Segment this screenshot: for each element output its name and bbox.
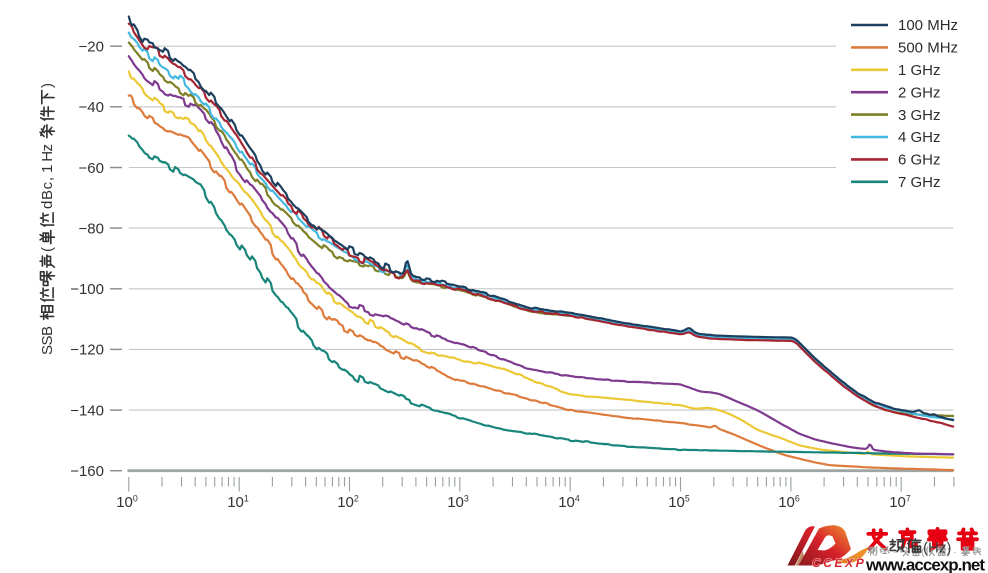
svg-text:−80: −80 <box>79 220 104 237</box>
svg-text:−20: −20 <box>79 39 104 56</box>
svg-text:107: 107 <box>889 494 911 512</box>
svg-text:−100: −100 <box>70 281 104 298</box>
svg-text:101: 101 <box>227 494 249 512</box>
svg-text:−120: −120 <box>70 342 104 359</box>
svg-text:(: ( <box>39 247 56 252</box>
svg-text:www.accexp.net: www.accexp.net <box>865 556 985 573</box>
svg-text:CCEXP: CCEXP <box>812 556 866 570</box>
svg-text:4 GHz: 4 GHz <box>898 129 941 146</box>
svg-text:(: ( <box>921 546 925 558</box>
svg-text:−40: −40 <box>79 99 104 116</box>
svg-text:−160: −160 <box>70 463 104 480</box>
svg-text:1 GHz: 1 GHz <box>898 62 941 79</box>
svg-text:dBc,: dBc, <box>39 177 56 209</box>
svg-text:SSB: SSB <box>39 326 56 355</box>
svg-text:103: 103 <box>447 494 469 512</box>
svg-text:102: 102 <box>337 494 359 512</box>
svg-text:·: · <box>953 546 957 558</box>
svg-text:−60: −60 <box>79 160 104 177</box>
svg-text:2 GHz: 2 GHz <box>898 84 941 101</box>
svg-text:100: 100 <box>116 494 138 512</box>
svg-text:105: 105 <box>668 494 690 512</box>
svg-text:·: · <box>893 546 897 558</box>
svg-text:−140: −140 <box>70 402 104 419</box>
svg-text:106: 106 <box>778 494 800 512</box>
svg-text:100 MHz: 100 MHz <box>898 17 958 34</box>
svg-text:7 GHz: 7 GHz <box>898 174 941 191</box>
svg-text:6 GHz: 6 GHz <box>898 152 941 169</box>
svg-text:104: 104 <box>558 494 580 512</box>
svg-text:3 GHz: 3 GHz <box>898 107 941 124</box>
svg-text:): ) <box>39 83 56 88</box>
svg-text:(Hz): (Hz) <box>923 540 951 557</box>
svg-text:1 Hz: 1 Hz <box>39 144 56 173</box>
svg-text:500 MHz: 500 MHz <box>898 40 958 57</box>
svg-text:): ) <box>947 546 951 558</box>
